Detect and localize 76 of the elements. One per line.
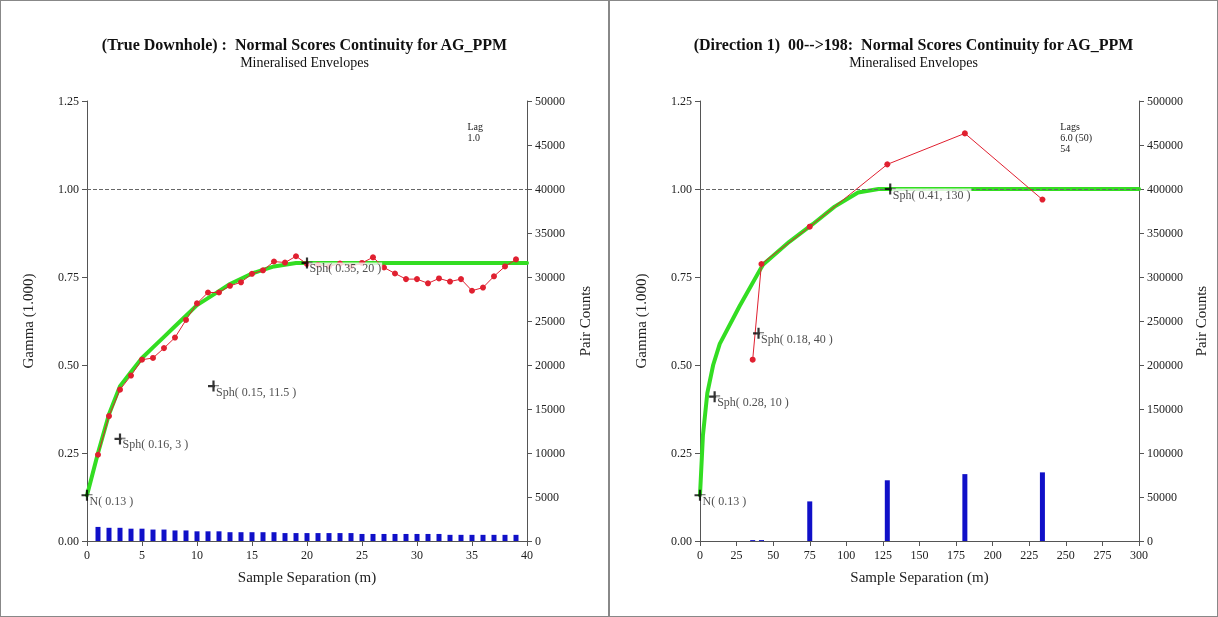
y-tick-label: 1.25 — [58, 94, 79, 108]
y-tick-label: 1.00 — [671, 182, 692, 196]
x-tick-label: 0 — [84, 548, 90, 562]
x-tick-label: 100 — [837, 548, 856, 562]
x-tick-label: 30 — [411, 548, 423, 562]
y2-tick-label: 500000 — [1147, 94, 1183, 108]
y2-axis-title: Pair Counts — [576, 285, 593, 357]
x-tick-label: 25 — [730, 548, 743, 562]
x-tick-label: 250 — [1056, 548, 1075, 562]
x-axis-title: Sample Separation (m) — [237, 568, 377, 586]
y-tick-label: 0.75 — [58, 270, 79, 284]
x-tick-label: 50 — [767, 548, 780, 562]
y2-tick-label: 150000 — [1147, 402, 1183, 416]
y-tick-label: 0.50 — [671, 358, 692, 372]
x-tick-label: 25 — [356, 548, 368, 562]
x-tick-label: 20 — [301, 548, 313, 562]
y2-tick-label: 450000 — [1147, 138, 1183, 152]
x-tick-label: 225 — [1020, 548, 1039, 562]
y2-tick-label: 5000 — [535, 490, 559, 504]
x-tick-label: 5 — [139, 548, 145, 562]
annotation: Sph( 0.41, 130 ) — [892, 187, 971, 202]
y-tick-label: 0.25 — [671, 446, 692, 460]
y2-tick-label: 50000 — [1147, 490, 1177, 504]
x-tick-label: 0 — [697, 548, 703, 562]
x-tick-label: 275 — [1093, 548, 1112, 562]
y-tick-label: 0.00 — [58, 534, 79, 548]
annotation: Sph( 0.18, 40 ) — [761, 331, 833, 346]
y2-tick-label: 15000 — [535, 402, 565, 416]
chart-subtitle: Mineralised Envelopes — [240, 54, 369, 70]
chart-title: (True Downhole) : Normal Scores Continuity for AG_PPM — [101, 35, 508, 54]
y-tick-label: 0.50 — [58, 358, 79, 372]
y2-tick-label: 250000 — [1147, 314, 1183, 328]
y-tick-label: 0.00 — [671, 534, 692, 548]
y2-tick-label: 10000 — [535, 446, 565, 460]
x-tick-label: 200 — [983, 548, 1002, 562]
x-tick-label: 175 — [947, 548, 966, 562]
x-tick-label: 35 — [466, 548, 478, 562]
y-axis-title: Gamma (1.000) — [19, 273, 37, 369]
y2-tick-label: 0 — [1147, 534, 1153, 548]
annotation: Lags 6.0 (50) 54 — [1060, 121, 1093, 154]
y2-tick-label: 20000 — [535, 358, 565, 372]
annotation: N( 0.13 ) — [702, 493, 747, 508]
chart-title: (Direction 1) 00-->198: Normal Scores Continuity for AG_PPM — [693, 35, 1134, 54]
y2-tick-label: 350000 — [1147, 226, 1183, 240]
x-tick-label: 40 — [521, 548, 533, 562]
y2-tick-label: 35000 — [535, 226, 565, 240]
y-tick-label: 0.25 — [58, 446, 79, 460]
x-tick-label: 75 — [803, 548, 816, 562]
x-tick-label: 15 — [246, 548, 258, 562]
y2-tick-label: 400000 — [1147, 182, 1183, 196]
x-axis-title: Sample Separation (m) — [850, 568, 989, 586]
y-tick-label: 1.00 — [58, 182, 79, 196]
annotation: Sph( 0.16, 3 ) — [122, 437, 189, 452]
y2-axis-title: Pair Counts — [1193, 285, 1210, 357]
x-tick-label: 150 — [910, 548, 929, 562]
annotation: Sph( 0.15, 11.5 ) — [216, 384, 297, 399]
y2-tick-label: 0 — [535, 534, 541, 548]
annotation: N( 0.13 ) — [89, 493, 134, 508]
y-tick-label: 1.25 — [671, 94, 692, 108]
chart-subtitle: Mineralised Envelopes — [849, 54, 978, 70]
x-tick-label: 125 — [873, 548, 892, 562]
annotation: Sph( 0.28, 10 ) — [717, 395, 789, 410]
y2-tick-label: 40000 — [535, 182, 565, 196]
y-axis-title: Gamma (1.000) — [632, 273, 650, 369]
y2-tick-label: 30000 — [535, 270, 565, 284]
y2-tick-label: 200000 — [1147, 358, 1183, 372]
y2-tick-label: 100000 — [1147, 446, 1183, 460]
x-tick-label: 10 — [191, 548, 203, 562]
y2-tick-label: 45000 — [535, 138, 565, 152]
annotation: Lag 1.0 — [467, 121, 483, 143]
y2-tick-label: 300000 — [1147, 270, 1183, 284]
annotation: Sph( 0.35, 20 ) — [309, 261, 382, 276]
x-tick-label: 300 — [1130, 548, 1148, 562]
y2-tick-label: 50000 — [535, 94, 565, 108]
y-tick-label: 0.75 — [671, 270, 692, 284]
y2-tick-label: 25000 — [535, 314, 565, 328]
